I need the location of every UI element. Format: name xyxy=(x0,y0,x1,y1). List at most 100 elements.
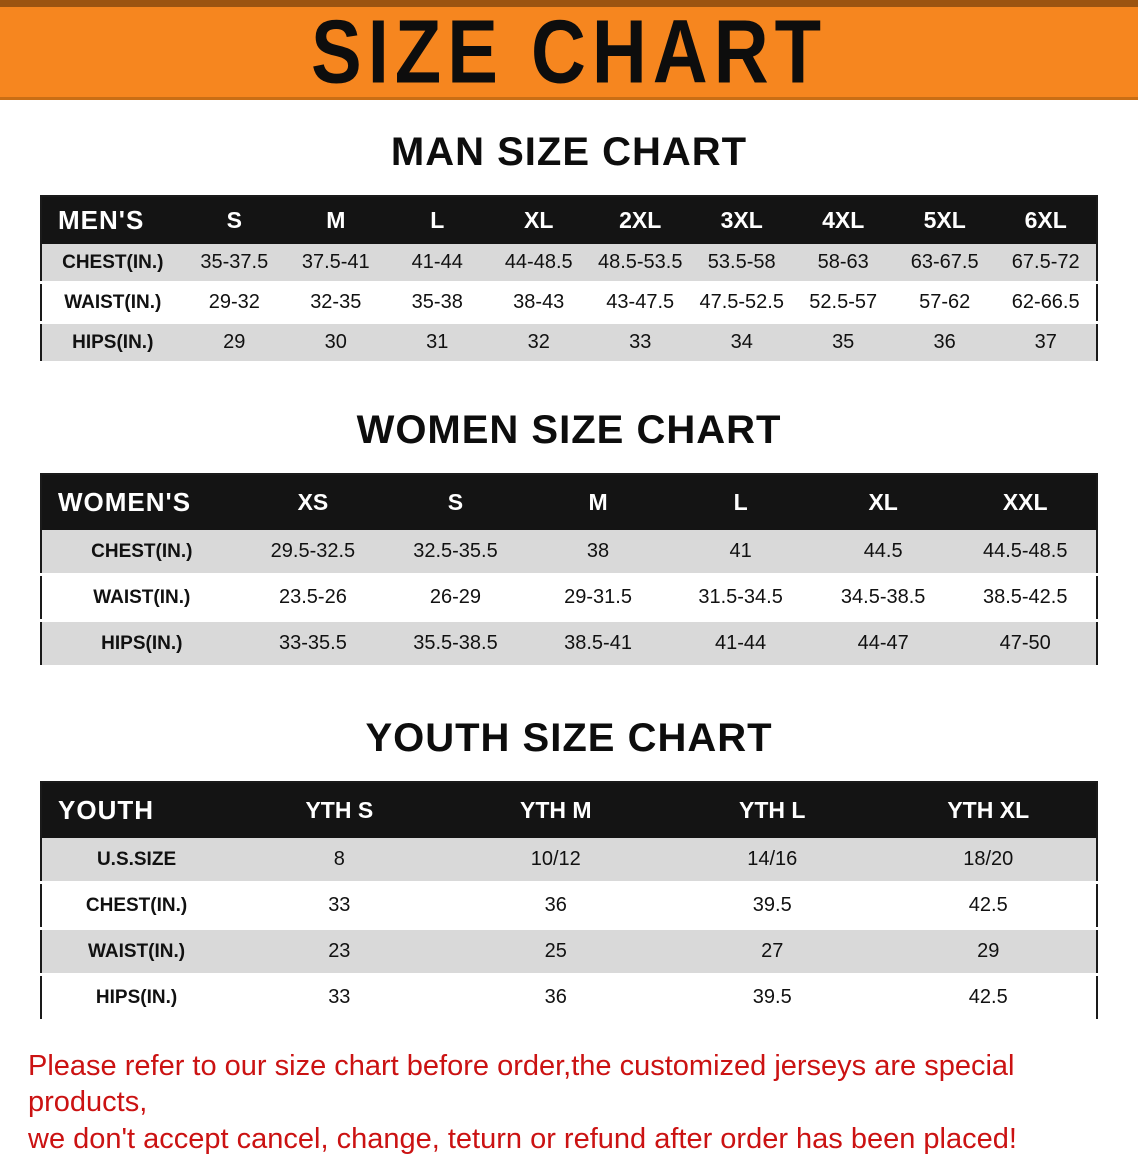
value-cell: 33 xyxy=(231,882,448,930)
value-cell: 36 xyxy=(447,882,665,930)
value-cell: 35-37.5 xyxy=(183,244,286,284)
value-cell: 23 xyxy=(231,928,448,976)
table-title-cell: MEN'S xyxy=(41,196,184,244)
table-row: WAIST(IN.) 23 25 27 29 xyxy=(41,928,1097,976)
row-label: CHEST(IN.) xyxy=(41,530,242,576)
table-row: HIPS(IN.) 33-35.5 35.5-38.5 38.5-41 41-44 44-… xyxy=(41,620,1097,668)
column-header: 6XL xyxy=(995,196,1097,244)
value-cell: 67.5-72 xyxy=(995,244,1097,284)
section-youth-size-chart: YOUTH SIZE CHART YOUTH YTH S YTH M YTH L YTH… xyxy=(0,716,1138,1022)
value-cell: 32 xyxy=(488,322,590,364)
column-header: L xyxy=(669,474,812,530)
row-label: CHEST(IN.) xyxy=(41,882,232,930)
value-cell: 44-47 xyxy=(811,620,955,668)
column-header: YTH S xyxy=(231,782,448,838)
man-size-chart-heading: MAN SIZE CHART xyxy=(390,130,748,174)
value-cell: 23.5-26 xyxy=(241,574,385,622)
table-row: CHEST(IN.) 35-37.5 37.5-41 41-44 44-48.5 48.5… xyxy=(41,244,1097,284)
value-cell: 29 xyxy=(183,322,286,364)
column-header: S xyxy=(384,474,527,530)
value-cell: 44.5 xyxy=(811,530,955,576)
column-header: XXL xyxy=(954,474,1097,530)
value-cell: 41-44 xyxy=(669,620,812,668)
value-cell: 44.5-48.5 xyxy=(954,530,1097,576)
row-label: WAIST(IN.) xyxy=(41,928,232,976)
row-label: WAIST(IN.) xyxy=(41,574,242,622)
value-cell: 43-47.5 xyxy=(589,282,691,324)
column-header: 4XL xyxy=(792,196,894,244)
table-header-row: MEN'S S M L XL 2XL 3XL 4XL 5XL 6XL xyxy=(41,196,1097,244)
column-header: 5XL xyxy=(893,196,996,244)
section-man-size-chart: MAN SIZE CHART MEN'S S M L XL 2XL 3XL 4XL 5XL 6XL… xyxy=(0,130,1138,364)
value-cell: 41-44 xyxy=(386,244,488,284)
value-cell: 42.5 xyxy=(880,882,1097,930)
column-header: YTH XL xyxy=(880,782,1097,838)
disclaimer-line-1: Please refer to our size chart before or… xyxy=(28,1050,1015,1119)
value-cell: 44-48.5 xyxy=(488,244,590,284)
column-header: 2XL xyxy=(589,196,691,244)
value-cell: 30 xyxy=(285,322,387,364)
value-cell: 52.5-57 xyxy=(792,282,894,324)
page-title: SIZE CHART xyxy=(311,1,827,100)
column-header: XL xyxy=(811,474,955,530)
column-header: YTH M xyxy=(447,782,665,838)
value-cell: 39.5 xyxy=(664,974,881,1022)
row-label: WAIST(IN.) xyxy=(41,282,184,324)
disclaimer: Please refer to our size chart before or… xyxy=(28,1048,1110,1157)
women-size-table: WOMEN'S XS S M L XL XXL CHEST(IN.) 29.5-32.5 32.5… xyxy=(40,473,1098,668)
value-cell: 26-29 xyxy=(384,574,527,622)
table-row: CHEST(IN.) 33 36 39.5 42.5 xyxy=(41,882,1097,930)
value-cell: 48.5-53.5 xyxy=(589,244,691,284)
value-cell: 37.5-41 xyxy=(285,244,387,284)
value-cell: 10/12 xyxy=(447,838,665,884)
column-header: M xyxy=(526,474,670,530)
value-cell: 31.5-34.5 xyxy=(669,574,812,622)
value-cell: 57-62 xyxy=(893,282,996,324)
value-cell: 63-67.5 xyxy=(893,244,996,284)
youth-size-chart-heading: YOUTH SIZE CHART xyxy=(365,716,773,760)
column-header: S xyxy=(183,196,286,244)
value-cell: 47-50 xyxy=(954,620,1097,668)
value-cell: 8 xyxy=(231,838,448,884)
table-row: HIPS(IN.) 33 36 39.5 42.5 xyxy=(41,974,1097,1022)
table-row: HIPS(IN.) 29 30 31 32 33 34 35 36 37 xyxy=(41,322,1097,364)
value-cell: 34 xyxy=(690,322,793,364)
table-row: WAIST(IN.) 29-32 32-35 35-38 38-43 43-47.5 47.… xyxy=(41,282,1097,324)
youth-size-table: YOUTH YTH S YTH M YTH L YTH XL U.S.SIZE 8 10/12… xyxy=(40,781,1098,1022)
table-header-row: YOUTH YTH S YTH M YTH L YTH XL xyxy=(41,782,1097,838)
value-cell: 36 xyxy=(447,974,665,1022)
row-label: HIPS(IN.) xyxy=(41,322,184,364)
table-row: WAIST(IN.) 23.5-26 26-29 29-31.5 31.5-34.5 34… xyxy=(41,574,1097,622)
table-row: CHEST(IN.) 29.5-32.5 32.5-35.5 38 41 44.5 44.5… xyxy=(41,530,1097,576)
column-header: YTH L xyxy=(664,782,881,838)
column-header: 3XL xyxy=(690,196,793,244)
value-cell: 32-35 xyxy=(285,282,387,324)
content: MAN SIZE CHART MEN'S S M L XL 2XL 3XL 4XL 5XL 6XL… xyxy=(0,130,1138,1022)
value-cell: 35.5-38.5 xyxy=(384,620,527,668)
section-women-size-chart: WOMEN SIZE CHART WOMEN'S XS S M L XL XXL CHEST(… xyxy=(0,408,1138,668)
value-cell: 38.5-42.5 xyxy=(954,574,1097,622)
value-cell: 33-35.5 xyxy=(241,620,385,668)
value-cell: 42.5 xyxy=(880,974,1097,1022)
value-cell: 38 xyxy=(526,530,670,576)
value-cell: 29.5-32.5 xyxy=(241,530,385,576)
value-cell: 35-38 xyxy=(386,282,488,324)
value-cell: 38.5-41 xyxy=(526,620,670,668)
value-cell: 36 xyxy=(893,322,996,364)
women-size-chart-heading: WOMEN SIZE CHART xyxy=(356,408,782,452)
value-cell: 29-32 xyxy=(183,282,286,324)
column-header: XL xyxy=(488,196,590,244)
value-cell: 62-66.5 xyxy=(995,282,1097,324)
value-cell: 53.5-58 xyxy=(690,244,793,284)
value-cell: 34.5-38.5 xyxy=(811,574,955,622)
table-title-cell: YOUTH xyxy=(41,782,232,838)
table-title-cell: WOMEN'S xyxy=(41,474,242,530)
value-cell: 39.5 xyxy=(664,882,881,930)
value-cell: 25 xyxy=(447,928,665,976)
value-cell: 35 xyxy=(792,322,894,364)
table-row: U.S.SIZE 8 10/12 14/16 18/20 xyxy=(41,838,1097,884)
row-label: U.S.SIZE xyxy=(41,838,232,884)
value-cell: 38-43 xyxy=(488,282,590,324)
value-cell: 58-63 xyxy=(792,244,894,284)
